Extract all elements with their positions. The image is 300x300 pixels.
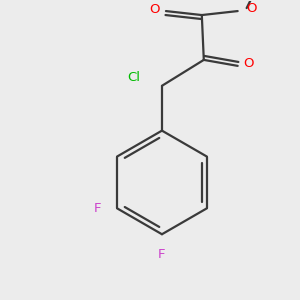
Text: Cl: Cl: [127, 71, 140, 84]
Text: F: F: [94, 202, 101, 215]
Text: O: O: [243, 57, 254, 70]
Text: O: O: [247, 2, 257, 15]
Text: F: F: [158, 248, 166, 261]
Text: O: O: [150, 3, 160, 16]
